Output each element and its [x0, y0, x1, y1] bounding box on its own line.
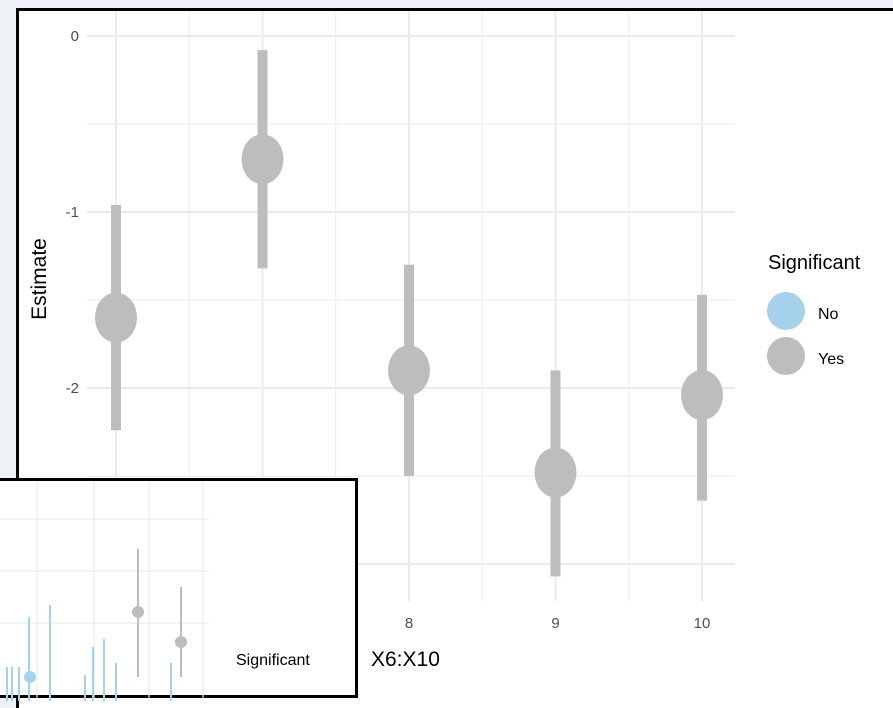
x-axis-label: X6:X10 — [371, 648, 440, 671]
y-tick-label: -1 — [66, 204, 79, 221]
data-marks — [95, 50, 723, 577]
legend: Significant No Yes — [767, 252, 861, 375]
inset-gridlines — [0, 481, 209, 701]
x-tick-label: 8 — [405, 615, 413, 632]
legend-label-yes: Yes — [818, 351, 844, 368]
y-tick-label: -2 — [66, 380, 79, 397]
y-axis-label: Estimate — [28, 238, 51, 320]
estimate-point — [388, 345, 430, 396]
inset-data-marks — [6, 549, 187, 701]
inset-point — [24, 671, 36, 683]
estimate-point — [241, 134, 284, 185]
estimate-point — [95, 292, 137, 343]
estimate-point — [681, 370, 723, 421]
x-tick-label: 10 — [694, 615, 711, 632]
legend-label-no: No — [818, 306, 839, 323]
legend-key-no — [767, 292, 805, 330]
inset-point — [175, 636, 187, 648]
inset-legend-title: Significant — [236, 652, 310, 669]
inset-point — [132, 606, 144, 618]
y-tick-label: 0 — [71, 28, 79, 45]
inset-chart: Significant — [0, 481, 310, 701]
inset-chart-panel: Significant — [0, 478, 358, 701]
legend-key-yes — [767, 337, 805, 375]
x-tick-label: 9 — [551, 615, 559, 632]
legend-title: Significant — [768, 252, 861, 274]
tick-labels: 0 -1 -2 8 9 10 — [66, 28, 711, 632]
estimate-point — [534, 447, 577, 498]
